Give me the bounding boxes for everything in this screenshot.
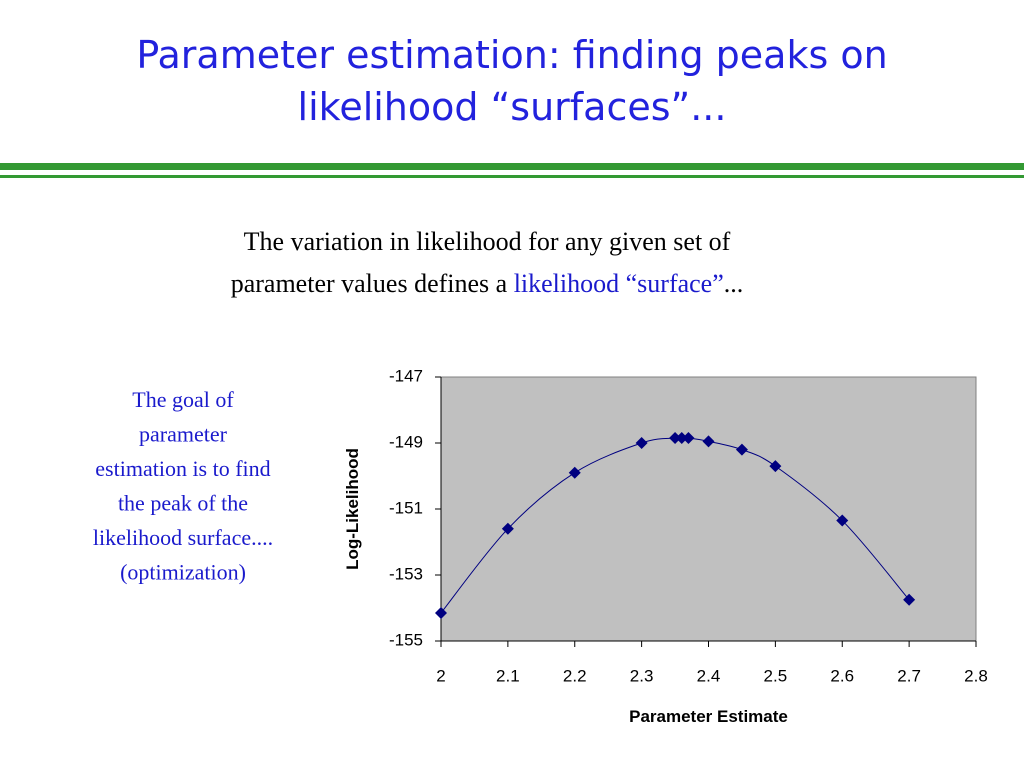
y-axis-label: Log-Likelihood	[343, 448, 362, 570]
data-point	[568, 466, 581, 479]
data-point	[635, 437, 648, 449]
side-text: parameter	[139, 422, 228, 447]
x-tick-label: 2.6	[830, 666, 854, 685]
data-point	[903, 593, 916, 606]
x-tick-label: 2.1	[496, 666, 520, 685]
data-point	[682, 432, 695, 445]
side-text: estimation is to find	[95, 456, 270, 481]
x-tick-label: 2	[436, 666, 445, 685]
data-point	[501, 522, 514, 535]
body-text: parameter values defines a	[231, 269, 514, 298]
x-tick-label: 2.8	[964, 666, 988, 685]
plot-area	[440, 376, 977, 642]
body-text: The variation in likelihood for any give…	[244, 227, 731, 256]
side-text: the peak of the	[118, 491, 248, 516]
body-text: parameter values defines a likelihood “s…	[231, 269, 744, 298]
side-text: likelihood surface....	[93, 525, 273, 550]
y-tick-label: -153	[389, 564, 423, 583]
y-tick-label: -147	[389, 366, 423, 385]
x-tick-label: 2.3	[630, 666, 654, 685]
data-point	[669, 432, 682, 445]
data-point	[702, 435, 715, 448]
side-text: (optimization)	[120, 560, 246, 585]
side-text: The goal of	[132, 387, 234, 412]
x-tick-label: 2.4	[697, 666, 721, 685]
chart: -155 -153 -151 -149 -147 2 2.1 2.2 2.3 2.4 2.5 2.6 2…	[343, 366, 988, 726]
data-point	[735, 443, 748, 456]
title: likelihood “surfaces”...	[298, 85, 727, 129]
x-axis-label: Parameter Estimate	[629, 707, 788, 726]
y-tick-label: -149	[389, 432, 423, 451]
side-note: The goal of parameter estimation is to fin…	[93, 387, 273, 585]
x-tick-label: 2.2	[563, 666, 587, 685]
divider	[0, 175, 1024, 178]
data-point	[769, 460, 782, 473]
data-point	[675, 432, 688, 445]
title: Parameter estimation: finding peaks on	[136, 33, 887, 77]
data-point	[435, 606, 447, 619]
y-tick-label: -155	[389, 630, 423, 649]
body-highlight: likelihood “surface”	[514, 269, 724, 298]
divider	[0, 163, 1024, 170]
data-point	[836, 514, 849, 527]
body-text: ...	[724, 269, 744, 298]
x-tick-label: 2.7	[897, 666, 921, 685]
y-tick-label: -151	[389, 498, 423, 517]
x-tick-label: 2.5	[764, 666, 788, 685]
